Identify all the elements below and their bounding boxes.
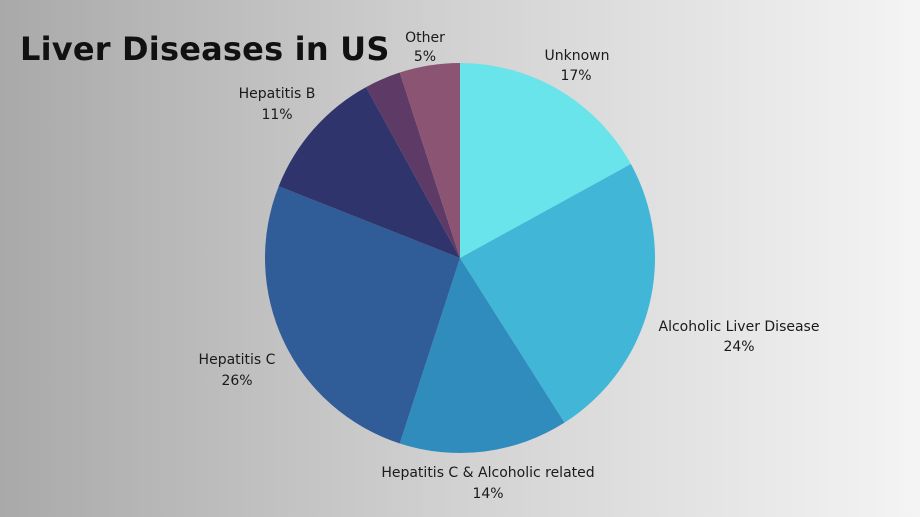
pie-slice-unlabeled xyxy=(366,72,460,258)
pie-slice-alcoholic-liver-disease xyxy=(460,164,655,423)
slice-label: Hepatitis C & Alcoholic related xyxy=(381,465,594,481)
slice-label: Alcoholic Liver Disease xyxy=(659,319,820,335)
pie-labels: Unknown 17% Alcoholic Liver Disease 24% Hepa… xyxy=(199,30,820,502)
slice-percentage: 17% xyxy=(560,68,591,84)
pie-slice-hepatitis-b xyxy=(278,87,460,258)
slice-percentage: 5% xyxy=(414,49,436,65)
pie-slice-unknown xyxy=(460,63,631,258)
slice-percentage: 14% xyxy=(472,486,503,502)
slice-percentage: 24% xyxy=(723,339,754,355)
pie-slice-hepatitis-c xyxy=(265,186,460,444)
slice-label: Unknown xyxy=(545,48,610,64)
pie-slice-hepatitis-c-alcoholic-related xyxy=(399,258,565,454)
chart-title: Liver Diseases in US xyxy=(20,30,390,68)
slice-label: Hepatitis B xyxy=(239,86,316,102)
pie-slice-other xyxy=(399,63,460,258)
slice-label: Hepatitis C xyxy=(199,352,276,368)
slice-percentage: 11% xyxy=(261,107,292,123)
slice-percentage: 26% xyxy=(221,373,252,389)
pie-slices xyxy=(265,63,655,454)
slice-label: Other xyxy=(405,30,445,46)
